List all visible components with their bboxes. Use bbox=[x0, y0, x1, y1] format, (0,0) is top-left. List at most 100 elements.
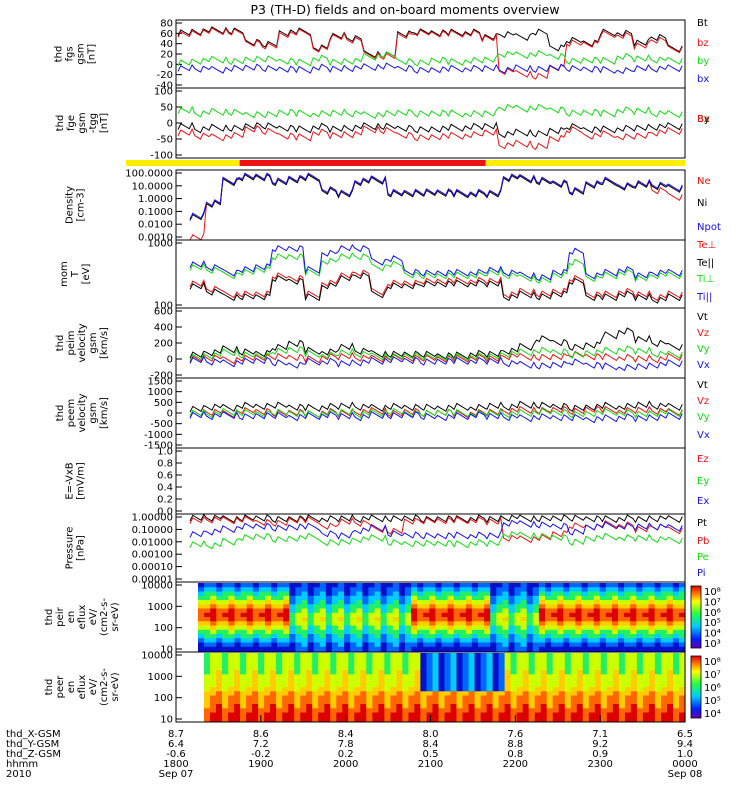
spectrogram-cell bbox=[234, 708, 241, 714]
spectrogram-cell bbox=[277, 612, 284, 618]
spectrogram-cell bbox=[558, 691, 566, 697]
spectrogram-cell bbox=[642, 695, 650, 701]
spectrogram-cell bbox=[372, 657, 379, 663]
ytick-label: 0.0 bbox=[157, 507, 173, 518]
spectrogram-cell bbox=[420, 716, 427, 722]
spectrogram-cell bbox=[570, 716, 578, 722]
spectrogram-cell bbox=[429, 583, 436, 588]
spectrogram-cell bbox=[557, 625, 564, 631]
spectrogram-cell bbox=[642, 691, 650, 697]
spectrogram-cell bbox=[679, 682, 686, 688]
spectrogram-cell bbox=[408, 687, 415, 692]
spectrogram-cell bbox=[378, 682, 385, 688]
spectrogram-cell bbox=[582, 704, 590, 709]
spectrogram-cell bbox=[642, 604, 650, 610]
ytick-label: 60 bbox=[160, 29, 173, 40]
spectrogram-cell bbox=[402, 716, 409, 722]
spectrogram-cell bbox=[459, 642, 467, 648]
spectrogram-cell bbox=[516, 712, 524, 718]
spectrogram-cell bbox=[271, 600, 278, 605]
spectrogram-cell bbox=[575, 591, 583, 597]
spectrogram-cell bbox=[420, 674, 427, 680]
spectrogram-cell bbox=[661, 695, 668, 701]
spectrogram-cell bbox=[522, 682, 530, 688]
spectrogram-cell bbox=[380, 604, 388, 610]
spectrogram-cell bbox=[564, 674, 572, 680]
spectrogram-cell bbox=[492, 682, 500, 688]
spectrogram-cell bbox=[450, 670, 458, 675]
spectrogram-cell bbox=[342, 653, 349, 658]
spectrogram-cell bbox=[294, 691, 301, 697]
spectrogram-cell bbox=[594, 704, 602, 709]
series-peim-Vx bbox=[189, 355, 683, 372]
spectrogram-cell bbox=[570, 653, 578, 658]
spectrogram-cell bbox=[336, 678, 343, 684]
legend-label: Ni bbox=[697, 198, 707, 209]
spectrogram-cell bbox=[438, 716, 446, 722]
spectrogram-cell bbox=[426, 716, 434, 722]
spectrogram-cell bbox=[582, 653, 590, 658]
ephem-cell: 0.2 bbox=[338, 749, 354, 760]
spectrogram-cell bbox=[508, 595, 516, 601]
spectrogram-cell bbox=[447, 595, 455, 601]
spectrogram-cell bbox=[354, 674, 361, 680]
spectrogram-cell bbox=[618, 657, 626, 663]
spectrogram-cell bbox=[390, 691, 397, 697]
spectrogram-cell bbox=[432, 712, 440, 718]
spectrogram-cell bbox=[545, 617, 552, 622]
spectrogram-cell bbox=[411, 591, 418, 597]
spectrogram-cell bbox=[366, 716, 373, 722]
spectrogram-cell bbox=[468, 699, 476, 705]
series-peim-Vy bbox=[189, 345, 683, 362]
spectrogram-cell bbox=[204, 642, 211, 648]
spectrogram-cell bbox=[563, 642, 570, 648]
spectrogram-cell bbox=[558, 657, 566, 663]
spectrogram-cell bbox=[378, 687, 385, 692]
spectrogram-cell bbox=[240, 653, 247, 658]
spectrogram-cell bbox=[429, 634, 436, 639]
spectrogram-cell bbox=[534, 653, 542, 658]
spectrogram-cell bbox=[673, 665, 680, 671]
spectrogram-cell bbox=[593, 625, 601, 631]
spectrogram-cell bbox=[522, 678, 530, 684]
spectrogram-cell bbox=[271, 646, 278, 652]
spectrogram-cell bbox=[330, 670, 337, 675]
spectrogram-cell bbox=[252, 670, 259, 675]
spectrogram-cell bbox=[599, 642, 607, 648]
spectrogram-cell bbox=[282, 657, 289, 663]
spectrogram-cell bbox=[450, 691, 458, 697]
spectrogram-cell bbox=[672, 612, 680, 618]
spectrogram-cell bbox=[557, 629, 564, 635]
spectrogram-cell bbox=[300, 657, 307, 663]
spectrogram-cell bbox=[210, 682, 217, 688]
spectrogram-cell bbox=[246, 653, 253, 658]
spectrogram-cell bbox=[468, 716, 476, 722]
spectrogram-cell bbox=[356, 621, 363, 627]
ytick-label: 1500 bbox=[148, 377, 173, 388]
spectrogram-cell bbox=[258, 617, 266, 622]
spectrogram-cell bbox=[234, 661, 241, 667]
spectrogram-cell bbox=[390, 704, 397, 709]
colorbar-tick-label: 10⁵ bbox=[704, 696, 721, 707]
spectrogram-cell bbox=[362, 646, 370, 652]
spectrogram-cell bbox=[618, 634, 625, 639]
spectrogram-cell bbox=[372, 665, 379, 671]
spectrogram-cell bbox=[360, 704, 367, 709]
spectrogram-cell bbox=[520, 625, 528, 631]
spectrogram-cell bbox=[447, 587, 455, 593]
spectrogram-cell bbox=[624, 634, 631, 639]
legend-label: Te⊥ bbox=[696, 240, 716, 251]
spectrogram-cell bbox=[306, 674, 313, 680]
spectrogram-cell bbox=[356, 612, 363, 618]
spectrogram-cell bbox=[605, 595, 613, 601]
spectrogram-cell bbox=[630, 661, 638, 667]
spectrogram-cell bbox=[468, 665, 476, 671]
spectrogram-cell bbox=[546, 674, 554, 680]
spectrogram-cell bbox=[324, 678, 331, 684]
spectrogram-cell bbox=[348, 678, 355, 684]
spectrogram-cell bbox=[350, 621, 357, 627]
spectrogram-cell bbox=[538, 600, 546, 605]
spectrogram-cell bbox=[420, 687, 427, 692]
spectrogram-cell bbox=[564, 665, 572, 671]
